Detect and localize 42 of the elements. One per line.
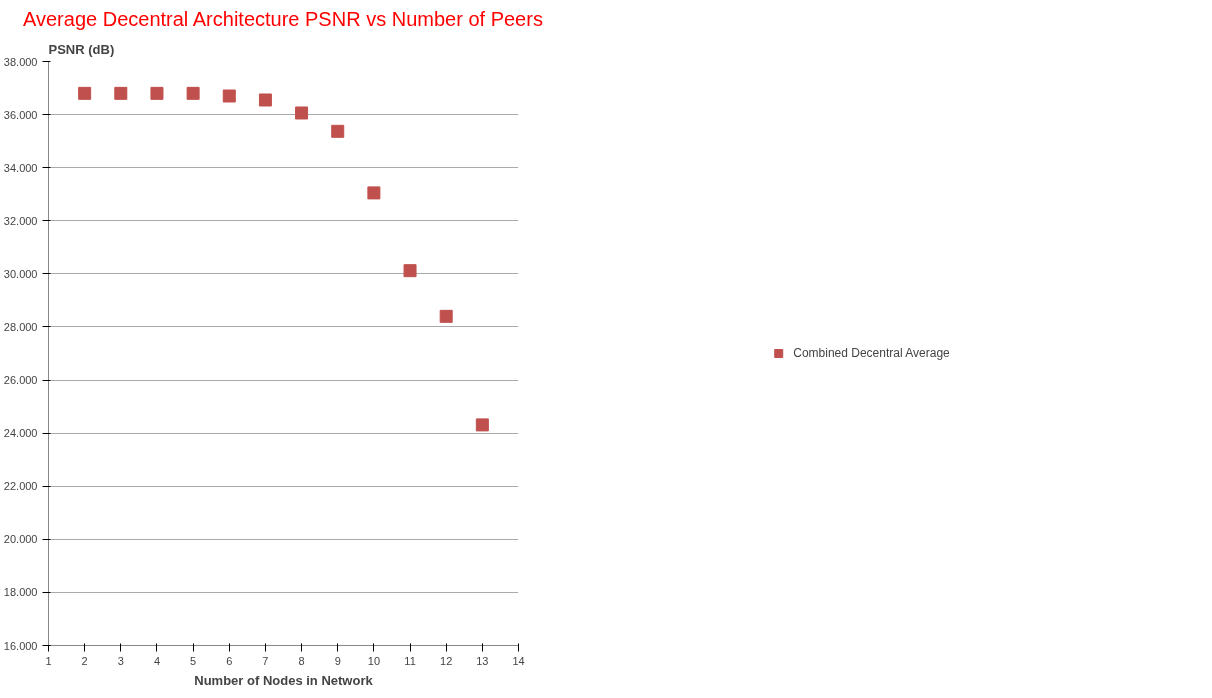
point (331, 124, 345, 138)
point (150, 86, 164, 100)
point (222, 89, 236, 103)
y-tick-label: 26.000 (3, 374, 38, 387)
x-tick-label: 2 (81, 654, 88, 667)
y-tick-label: 16.000 (3, 639, 38, 652)
y-tick-label: 32.000 (3, 214, 38, 227)
point (186, 86, 200, 100)
x-tick-label: 11 (404, 654, 416, 667)
x-tick-label: 13 (476, 654, 489, 667)
y-tick-label: 28.000 (3, 320, 38, 333)
y-axis-title: PSNR (dB) (48, 41, 115, 57)
chart-title: Average Decentral Architecture PSNR vs Number of Peers (23, 7, 543, 30)
point (114, 86, 128, 100)
y-tick-label: 24.000 (3, 427, 38, 440)
point (439, 309, 453, 323)
y-tick-label: 38.000 (3, 55, 38, 68)
x-tick-label: 8 (298, 654, 305, 667)
y-tick-label: 30.000 (3, 267, 38, 280)
y-tick-label: 34.000 (3, 161, 38, 174)
x-axis-title: Number of Nodes in Network (194, 672, 374, 688)
y-tick-label: 18.000 (3, 586, 38, 599)
x-tick-label: 1 (45, 654, 52, 667)
x-tick-label: 6 (226, 654, 233, 667)
x-tick-label: 9 (334, 654, 341, 667)
point (258, 93, 272, 107)
x-tick-label: 14 (512, 654, 525, 667)
y-tick-label: 20.000 (3, 533, 38, 546)
y-tick-label: 22.000 (3, 480, 38, 493)
y-tick-label: 36.000 (3, 108, 38, 121)
x-tick-label: 12 (440, 654, 453, 667)
x-tick-label: 4 (153, 654, 161, 667)
x-tick-label: 10 (367, 654, 381, 667)
point (475, 418, 489, 432)
x-tick-label: 7 (262, 654, 269, 667)
point (295, 106, 309, 120)
x-tick-label: 5 (190, 654, 197, 667)
point (367, 186, 381, 200)
legend-label: Combined Decentral Average (793, 346, 950, 360)
point (78, 86, 92, 100)
point (403, 264, 417, 278)
x-tick-label: 3 (117, 654, 124, 667)
